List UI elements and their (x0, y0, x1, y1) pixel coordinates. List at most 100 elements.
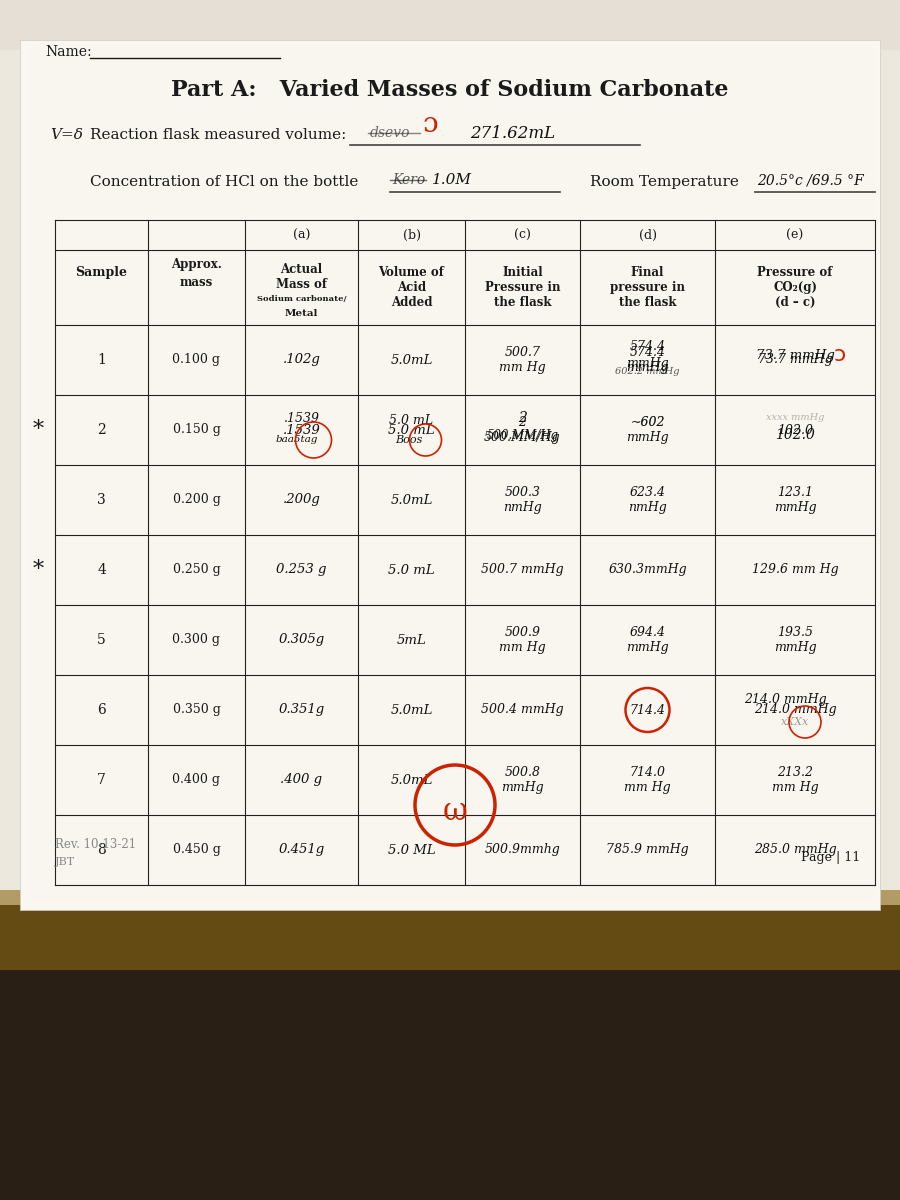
Text: Initial: Initial (502, 266, 543, 278)
Text: Final: Final (631, 266, 664, 278)
Text: 123.1
mmHg: 123.1 mmHg (774, 486, 816, 515)
Text: 694.4
mmHg: 694.4 mmHg (626, 625, 669, 654)
Text: Concentration of HCl on the bottle: Concentration of HCl on the bottle (90, 175, 358, 188)
Text: Page | 11: Page | 11 (801, 852, 860, 864)
Text: (c): (c) (514, 228, 531, 241)
Text: 7: 7 (97, 773, 106, 787)
Text: 500.8
mmHg: 500.8 mmHg (501, 766, 544, 794)
Text: 73.7 mmHg: 73.7 mmHg (756, 348, 834, 361)
Text: .400 g: .400 g (281, 774, 322, 786)
Text: 623.4
nmHg: 623.4 nmHg (628, 486, 667, 515)
Text: 5: 5 (97, 634, 106, 647)
Text: .1539: .1539 (284, 412, 320, 425)
Text: 785.9 mmHg: 785.9 mmHg (607, 844, 688, 857)
Bar (0, 0, 900, 920)
Text: Boos: Boos (395, 434, 422, 445)
Text: 0.200 g: 0.200 g (173, 493, 220, 506)
Text: 5.0mL: 5.0mL (391, 354, 433, 366)
Text: 500.MM/Hg: 500.MM/Hg (487, 428, 559, 442)
Text: 602.2 mmHg: 602.2 mmHg (616, 367, 680, 377)
Text: 8: 8 (97, 842, 106, 857)
Text: Actual: Actual (281, 263, 322, 276)
Text: the flask: the flask (619, 296, 676, 308)
Text: 500.9mmhg: 500.9mmhg (484, 844, 561, 857)
Text: ~602: ~602 (630, 415, 665, 428)
Text: 0.250 g: 0.250 g (173, 564, 220, 576)
Text: Pressure in: Pressure in (485, 281, 560, 294)
Text: 271.62mL: 271.62mL (470, 125, 555, 142)
Text: .102g: .102g (283, 354, 320, 366)
Text: Acid: Acid (397, 281, 426, 294)
Text: 0.300 g: 0.300 g (173, 634, 220, 647)
Text: 2: 2 (518, 410, 526, 425)
Text: Reaction flask measured volume:: Reaction flask measured volume: (90, 128, 346, 142)
Text: xxxx mmHg: xxxx mmHg (766, 414, 824, 422)
Text: 1: 1 (97, 353, 106, 367)
Text: 3: 3 (97, 493, 106, 506)
Text: 574.4
mmHg: 574.4 mmHg (626, 346, 669, 374)
Text: 0.450 g: 0.450 g (173, 844, 220, 857)
Text: Sample: Sample (76, 266, 128, 278)
Text: 2
500.MM/Hg: 2 500.MM/Hg (484, 415, 561, 444)
Text: ω: ω (443, 797, 467, 828)
Text: (e): (e) (787, 228, 804, 241)
Text: Volume of: Volume of (379, 266, 445, 278)
Text: Kero: Kero (392, 173, 425, 187)
Text: xXXx: xXXx (781, 716, 809, 727)
Text: 20.5°c /69.5 °F: 20.5°c /69.5 °F (757, 173, 864, 187)
Text: 2: 2 (97, 422, 106, 437)
Text: the flask: the flask (494, 296, 551, 308)
Text: Approx.: Approx. (171, 258, 222, 271)
Text: *: * (32, 419, 43, 440)
Text: 214.0 mmHg: 214.0 mmHg (753, 703, 836, 716)
Text: 193.5
mmHg: 193.5 mmHg (774, 625, 816, 654)
Text: Pressure of: Pressure of (757, 266, 832, 278)
Text: ɔ: ɔ (834, 346, 846, 365)
Text: Part A:   Varied Masses of Sodium Carbonate: Part A: Varied Masses of Sodium Carbonat… (171, 79, 729, 101)
Bar (20, 40, 880, 910)
Text: mass: mass (180, 276, 213, 289)
Bar (0, 905, 900, 1200)
Text: Metal: Metal (284, 308, 319, 318)
Text: 5mL: 5mL (397, 634, 427, 647)
Text: 0.150 g: 0.150 g (173, 424, 220, 437)
Text: 73.7 mmHg: 73.7 mmHg (758, 354, 832, 366)
Text: 500.9
mm Hg: 500.9 mm Hg (500, 625, 545, 654)
Text: 5.0mL: 5.0mL (391, 703, 433, 716)
Text: 5.0mL: 5.0mL (391, 493, 433, 506)
Text: 5.0 mL: 5.0 mL (388, 424, 435, 437)
Text: 214.0 mmHg: 214.0 mmHg (743, 694, 826, 707)
Text: 4: 4 (97, 563, 106, 577)
Text: 213.2
mm Hg: 213.2 mm Hg (771, 766, 818, 794)
Text: ɔ: ɔ (422, 112, 437, 138)
Text: 5.0 mL: 5.0 mL (390, 414, 434, 426)
Text: 0.253 g: 0.253 g (276, 564, 327, 576)
Text: (d – c): (d – c) (775, 296, 815, 308)
Text: Name:: Name: (45, 44, 92, 59)
Text: 5.0 ML: 5.0 ML (388, 844, 436, 857)
Text: 5.0 mL: 5.0 mL (388, 564, 435, 576)
Text: 0.351g: 0.351g (278, 703, 325, 716)
Text: dsevo: dsevo (370, 126, 410, 140)
Bar (0, 890, 900, 970)
Text: 102.0: 102.0 (775, 428, 814, 442)
Text: 500.7
mm Hg: 500.7 mm Hg (500, 346, 545, 374)
Text: Added: Added (391, 296, 432, 308)
Text: 500.4 mmHg: 500.4 mmHg (482, 703, 563, 716)
Text: 0.100 g: 0.100 g (173, 354, 220, 366)
Text: 129.6 mm Hg: 129.6 mm Hg (752, 564, 838, 576)
Text: CO₂(g): CO₂(g) (773, 281, 817, 294)
Text: 714.0
mm Hg: 714.0 mm Hg (625, 766, 670, 794)
Text: Mass of: Mass of (276, 278, 327, 290)
Text: 0.451g: 0.451g (278, 844, 325, 857)
Text: 630.3mmHg: 630.3mmHg (608, 564, 687, 576)
Text: 500.3
nmHg: 500.3 nmHg (503, 486, 542, 515)
Text: 0.400 g: 0.400 g (173, 774, 220, 786)
Text: *: * (32, 559, 43, 581)
Text: Room Temperature: Room Temperature (590, 175, 739, 188)
Text: .1539: .1539 (283, 424, 320, 437)
Text: 574.4
mmHg: 574.4 mmHg (626, 341, 669, 370)
Text: (a): (a) (292, 228, 310, 241)
Text: 6: 6 (97, 703, 106, 716)
Text: baa5tag: baa5tag (275, 436, 318, 444)
